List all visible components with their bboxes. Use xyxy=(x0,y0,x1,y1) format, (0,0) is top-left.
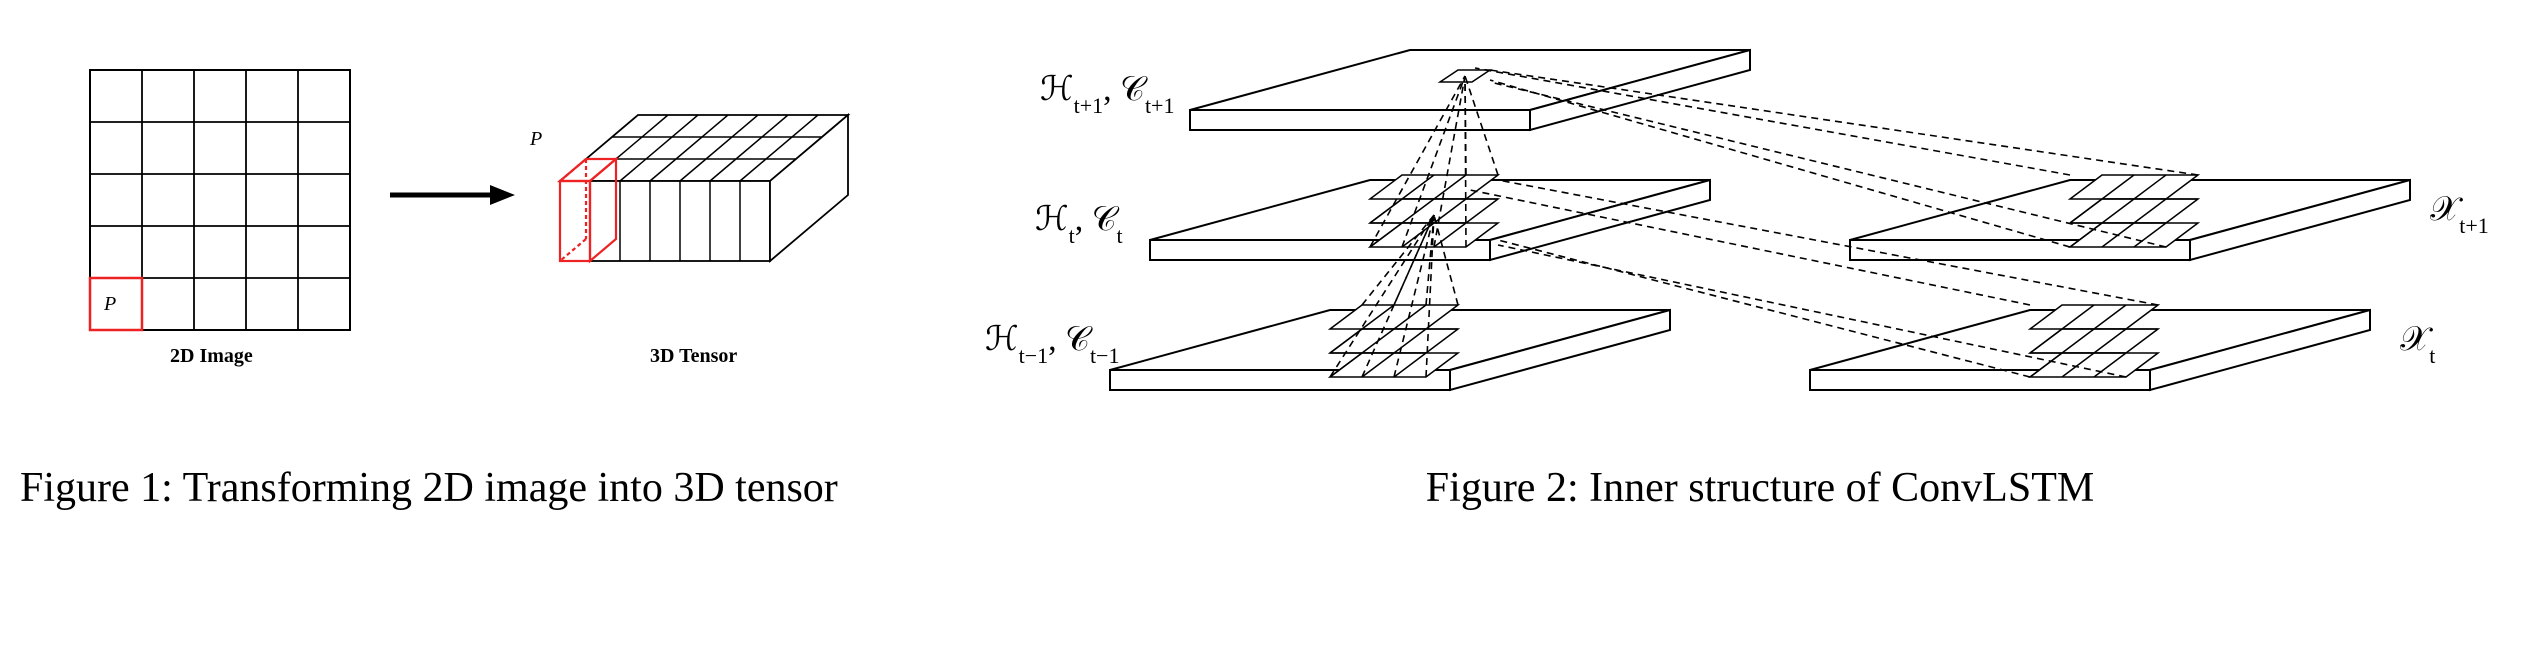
svg-text:ℋt+1, 𝒞t+1: ℋt+1, 𝒞t+1 xyxy=(1040,71,1174,118)
svg-text:ℋt, 𝒞t: ℋt, 𝒞t xyxy=(1035,201,1123,248)
svg-text:𝒳t: 𝒳t xyxy=(2400,321,2435,368)
label-2d-image: 2D Image xyxy=(170,345,253,367)
label-p-3d: P xyxy=(529,128,542,150)
svg-text:ℋt−1, 𝒞t−1: ℋt−1, 𝒞t−1 xyxy=(985,321,1119,368)
tensor-3d: P xyxy=(529,115,848,261)
label-p-2d: P xyxy=(103,293,116,315)
figure-1-diagram: P 2D Image xyxy=(20,20,940,440)
labels-right: 𝒳t+1 𝒳t xyxy=(2400,191,2489,368)
grid-2d: P 2D Image xyxy=(90,70,350,367)
svg-text:𝒳t+1: 𝒳t+1 xyxy=(2430,191,2489,238)
figure-2: ℋt+1, 𝒞t+1 ℋt, 𝒞t ℋt−1, 𝒞t−1 𝒳t+1 xyxy=(980,20,2540,517)
figure-1: P 2D Image xyxy=(20,20,940,517)
arrow-icon xyxy=(390,185,515,205)
figure-1-caption: Figure 1: Transforming 2D image into 3D … xyxy=(20,460,940,517)
label-3d-tensor: 3D Tensor xyxy=(650,345,737,367)
labels-left: ℋt+1, 𝒞t+1 ℋt, 𝒞t ℋt−1, 𝒞t−1 xyxy=(985,71,1174,368)
figure-2-caption: Figure 2: Inner structure of ConvLSTM xyxy=(980,460,2540,517)
figure-2-diagram: ℋt+1, 𝒞t+1 ℋt, 𝒞t ℋt−1, 𝒞t−1 𝒳t+1 xyxy=(980,20,2540,440)
